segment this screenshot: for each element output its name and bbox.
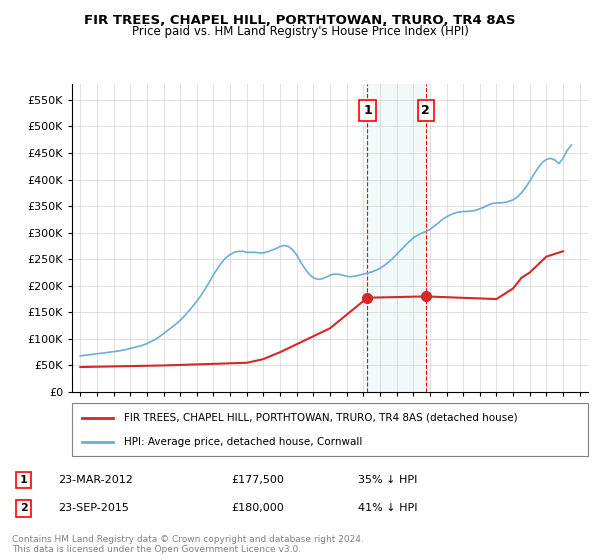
Text: 35% ↓ HPI: 35% ↓ HPI: [358, 475, 417, 485]
Bar: [367, 84, 426, 392]
Text: 41% ↓ HPI: 41% ↓ HPI: [358, 503, 417, 514]
Text: 1: 1: [363, 104, 372, 117]
Text: 2: 2: [20, 503, 28, 514]
Text: HPI: Average price, detached house, Cornwall: HPI: Average price, detached house, Corn…: [124, 437, 362, 447]
Text: FIR TREES, CHAPEL HILL, PORTHTOWAN, TRURO, TR4 8AS: FIR TREES, CHAPEL HILL, PORTHTOWAN, TRUR…: [84, 14, 516, 27]
Text: Contains HM Land Registry data © Crown copyright and database right 2024.
This d: Contains HM Land Registry data © Crown c…: [12, 535, 364, 554]
Text: 23-SEP-2015: 23-SEP-2015: [58, 503, 129, 514]
FancyBboxPatch shape: [72, 403, 588, 456]
Text: 2: 2: [421, 104, 430, 117]
Text: £177,500: £177,500: [231, 475, 284, 485]
Text: 23-MAR-2012: 23-MAR-2012: [58, 475, 133, 485]
Text: 1: 1: [20, 475, 28, 485]
Text: £180,000: £180,000: [231, 503, 284, 514]
Text: FIR TREES, CHAPEL HILL, PORTHTOWAN, TRURO, TR4 8AS (detached house): FIR TREES, CHAPEL HILL, PORTHTOWAN, TRUR…: [124, 413, 517, 423]
Text: Price paid vs. HM Land Registry's House Price Index (HPI): Price paid vs. HM Land Registry's House …: [131, 25, 469, 38]
